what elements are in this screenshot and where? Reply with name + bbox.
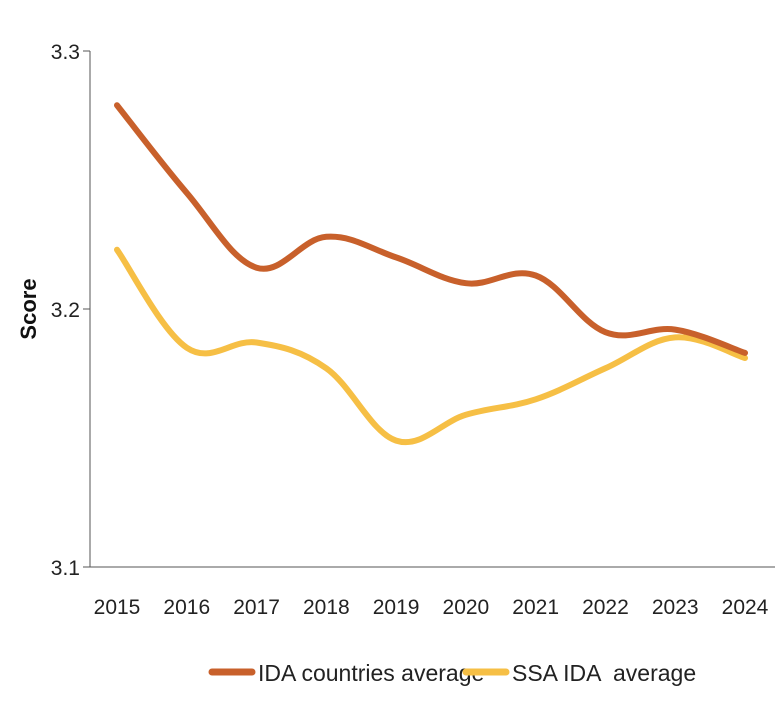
x-tick-label: 2024 (722, 596, 769, 619)
y-axis-title: Score (16, 278, 41, 339)
x-tick-label: 2017 (233, 596, 280, 619)
series-line-2 (114, 246, 748, 446)
legend-label-1: IDA countries average (258, 660, 484, 686)
x-tick-label: 2022 (582, 596, 629, 619)
y-tick-label: 3.1 (51, 557, 80, 580)
x-tick-label: 2021 (512, 596, 559, 619)
x-tick-label: 2016 (163, 596, 210, 619)
series-line-1 (114, 102, 748, 356)
legend: IDA countries average SSA IDA average (208, 660, 696, 686)
series-layer (114, 102, 748, 446)
x-tick-label: 2015 (94, 596, 141, 619)
x-tick-label: 2023 (652, 596, 699, 619)
y-tick-label: 3.3 (51, 41, 80, 64)
x-tick-label: 2020 (443, 596, 490, 619)
x-tick-label: 2019 (373, 596, 420, 619)
x-tick-label: 2018 (303, 596, 350, 619)
axes: 3.1 3.2 3.3 2015 2016 2017 2018 2019 2020 2021 202… (51, 41, 775, 619)
legend-label-2: SSA IDA average (512, 660, 696, 686)
y-tick-label: 3.2 (51, 299, 80, 322)
